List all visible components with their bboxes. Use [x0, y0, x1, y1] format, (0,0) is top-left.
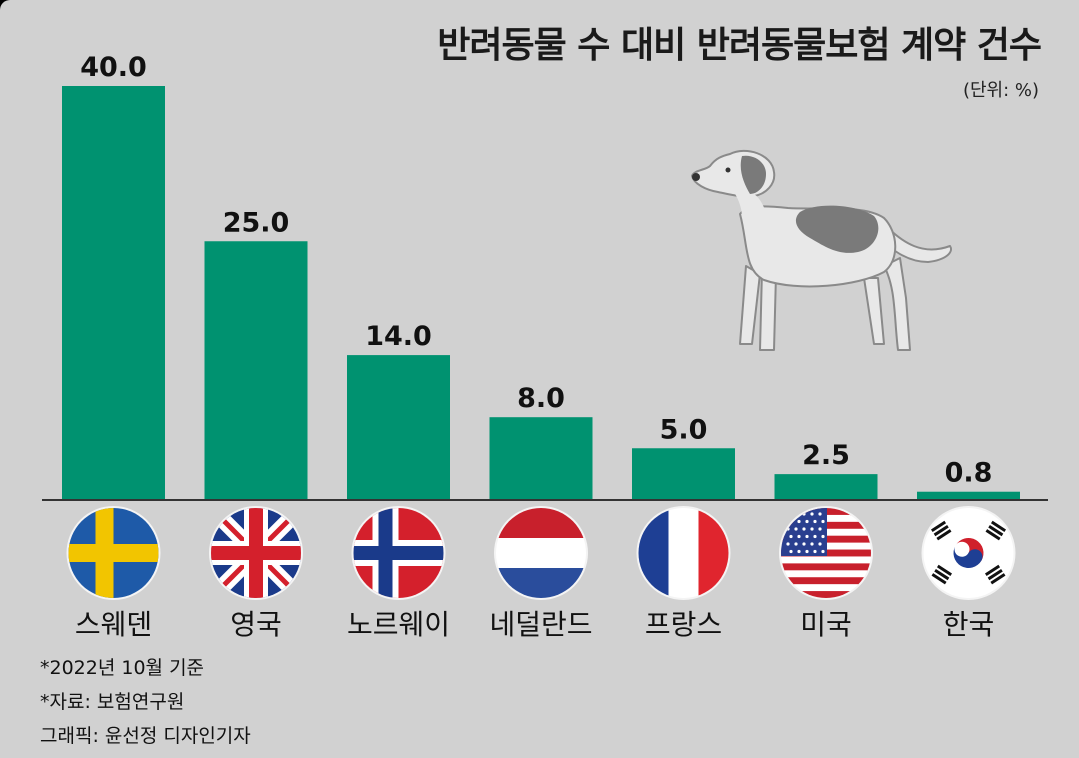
bar-value-label: 2.5 [802, 440, 850, 471]
category-label: 네덜란드 [489, 608, 592, 640]
category-label: 영국 [230, 608, 282, 640]
sweden-flag-icon [66, 506, 161, 600]
category-label: 스웨덴 [75, 608, 152, 640]
bar-value-label: 40.0 [80, 52, 147, 83]
category-label: 노르웨이 [347, 608, 450, 640]
bar-0 [62, 86, 165, 500]
category-label: 한국 [943, 608, 995, 640]
bar-3 [489, 417, 593, 500]
france-flag-icon [636, 506, 731, 600]
bar-value-label: 5.0 [660, 414, 708, 445]
bar-6 [917, 491, 1020, 500]
footnote-source: *자료: 보험연구원 [40, 691, 185, 713]
bar-4 [632, 448, 735, 500]
bar-chart: 40.0 25.0 14.0 8.0 5.0 2.5 0.8 스웨덴 영국 노르웨이 네덜란드 프랑… [42, 52, 1048, 640]
dog-icon [691, 149, 952, 351]
footnote-credit: 그래픽: 윤선정 디자인기자 [40, 725, 251, 747]
category-label: 프랑스 [645, 608, 722, 640]
uk-flag-icon [209, 506, 303, 600]
bar-value-label: 14.0 [365, 321, 432, 352]
netherlands-flag-icon [494, 506, 588, 600]
bar-value-label: 0.8 [945, 458, 993, 489]
norway-flag-icon [351, 506, 446, 600]
korea-flag-icon [921, 506, 1016, 600]
bar-value-label: 25.0 [223, 207, 290, 238]
category-label: 미국 [800, 608, 852, 640]
unit-label: (단위: %) [962, 80, 1039, 101]
bar-5 [774, 474, 878, 500]
footnote-date: *2022년 10월 기준 [40, 657, 205, 679]
usa-flag-icon [779, 506, 873, 600]
bar-value-label: 8.0 [517, 383, 565, 414]
chart-title: 반려동물 수 대비 반려동물보험 계약 건수 [437, 25, 1042, 66]
bar-1 [204, 241, 308, 500]
bar-2 [347, 355, 450, 500]
